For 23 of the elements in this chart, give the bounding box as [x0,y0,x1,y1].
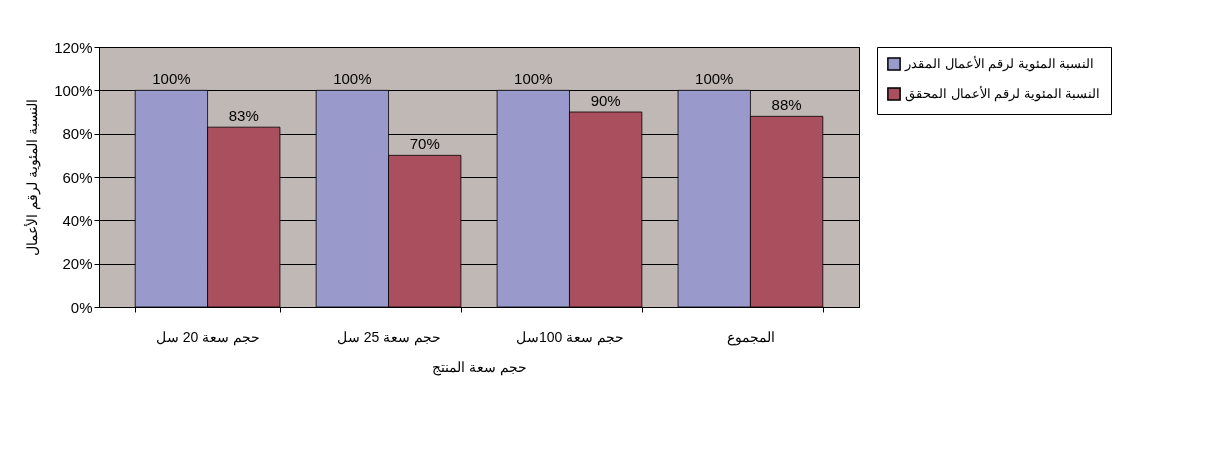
data-label: 90% [590,92,621,109]
y-tick-label: 120% [54,38,93,56]
data-label: 100% [333,70,372,88]
legend-label: النسبة المئوية لرقم الأعمال المحقق [905,85,1101,102]
y-tick-label: 0% [70,298,93,316]
data-label: 70% [409,135,440,153]
data-label: 100% [514,70,553,88]
x-tick-label: حجم سعة 100سل [515,328,625,346]
x-axis-title: حجم سعة المنتج [432,358,527,376]
y-tick-label: 100% [54,81,93,99]
x-tick-label: حجم سعة 20 سل [155,328,261,346]
y-tick-label: 20% [62,255,93,273]
y-tick-label: 40% [62,211,93,229]
y-axis-title: النسبة المئوية لرقم الأعمال [23,99,42,256]
x-tick-label: المجموع [726,328,775,346]
data-label: 83% [228,107,259,125]
y-tick-label: 80% [62,125,93,143]
data-label: 88% [771,96,802,114]
data-label: 100% [152,70,191,88]
data-label: 100% [695,70,734,88]
x-tick-label: حجم سعة 25 سل [336,328,442,346]
legend-label: النسبة المئوية لرقم الأعمال المقدر [904,55,1095,72]
y-tick-label: 60% [62,168,93,186]
